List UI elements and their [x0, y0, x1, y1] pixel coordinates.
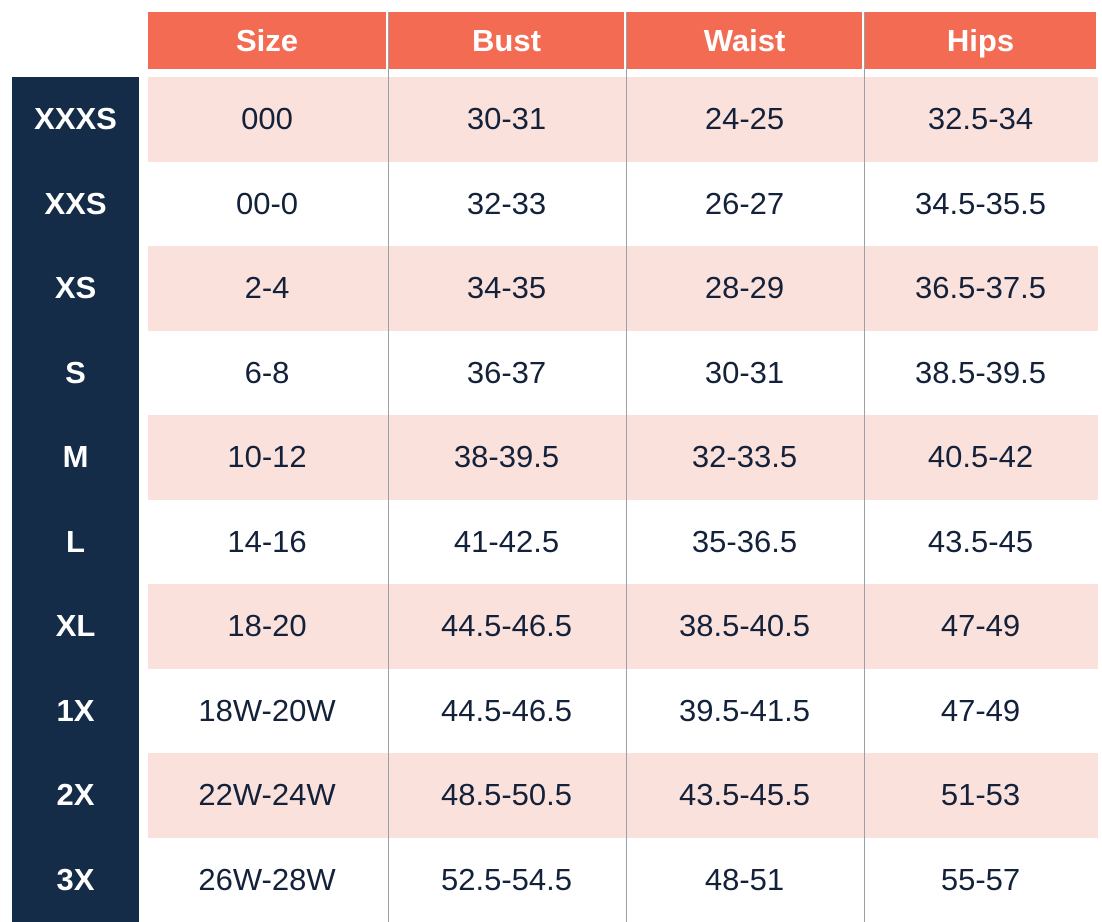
- column-header: Size: [148, 12, 386, 69]
- table-cell: 18W-20W: [198, 692, 336, 728]
- table-cell: 00-0: [235, 185, 299, 221]
- table-cell: 38-39.5: [453, 439, 560, 475]
- table-cell: 000: [241, 101, 293, 137]
- label-column: [12, 77, 139, 922]
- table-cell: 43.5-45.5: [679, 777, 810, 813]
- column-divider: [388, 12, 389, 922]
- row-label: 3X: [56, 861, 95, 897]
- table-cell: 38.5-40.5: [679, 608, 810, 644]
- table-cell: 36.5-37.5: [915, 270, 1046, 306]
- table-cell: 48.5-50.5: [441, 777, 572, 813]
- table-cell: 32.5-34: [927, 101, 1034, 137]
- table-cell: 55-57: [940, 861, 1021, 897]
- table-cell: 39.5-41.5: [679, 692, 810, 728]
- table-cell: 47-49: [940, 608, 1021, 644]
- table-cell: 14-16: [227, 523, 307, 559]
- row-band: [148, 77, 1098, 162]
- table-cell: 44.5-46.5: [441, 692, 572, 728]
- table-cell: 43.5-45: [927, 523, 1034, 559]
- row-label: XL: [55, 608, 96, 644]
- row-band: [148, 584, 1098, 669]
- row-label: M: [62, 439, 89, 475]
- table-cell: 28-29: [704, 270, 785, 306]
- row-label: 1X: [56, 692, 95, 728]
- column-divider: [864, 12, 865, 922]
- table-cell: 18-20: [227, 608, 307, 644]
- table-cell: 48-51: [704, 861, 785, 897]
- table-cell: 34-35: [466, 270, 547, 306]
- column-header: Waist: [627, 12, 862, 69]
- table-cell: 34.5-35.5: [915, 185, 1046, 221]
- row-label: XXXS: [34, 101, 117, 137]
- row-label: XS: [54, 270, 97, 306]
- table-cell: 47-49: [940, 692, 1021, 728]
- table-cell: 32-33: [466, 185, 547, 221]
- table-cell: 32-33.5: [691, 439, 798, 475]
- column-header: Bust: [389, 12, 624, 69]
- table-cell: 30-31: [704, 354, 785, 390]
- row-label: XXS: [44, 185, 107, 221]
- row-band: [148, 415, 1098, 500]
- table-cell: 26W-28W: [198, 861, 336, 897]
- row-band: [148, 246, 1098, 331]
- row-label: S: [65, 354, 86, 390]
- table-cell: 51-53: [940, 777, 1021, 813]
- table-cell: 38.5-39.5: [915, 354, 1046, 390]
- table-cell: 2-4: [244, 270, 290, 306]
- table-cell: 41-42.5: [453, 523, 560, 559]
- row-label: 2X: [56, 777, 95, 813]
- row-band: [148, 753, 1098, 838]
- table-cell: 22W-24W: [198, 777, 336, 813]
- table-cell: 35-36.5: [691, 523, 798, 559]
- table-cell: 44.5-46.5: [441, 608, 572, 644]
- table-cell: 40.5-42: [927, 439, 1034, 475]
- table-cell: 6-8: [244, 354, 290, 390]
- column-divider: [626, 12, 627, 922]
- table-cell: 10-12: [227, 439, 307, 475]
- table-cell: 52.5-54.5: [441, 861, 572, 897]
- table-cell: 24-25: [704, 101, 785, 137]
- table-cell: 26-27: [704, 185, 785, 221]
- column-header: Hips: [865, 12, 1096, 69]
- table-cell: 36-37: [466, 354, 547, 390]
- row-label: L: [66, 523, 85, 559]
- table-cell: 30-31: [466, 101, 547, 137]
